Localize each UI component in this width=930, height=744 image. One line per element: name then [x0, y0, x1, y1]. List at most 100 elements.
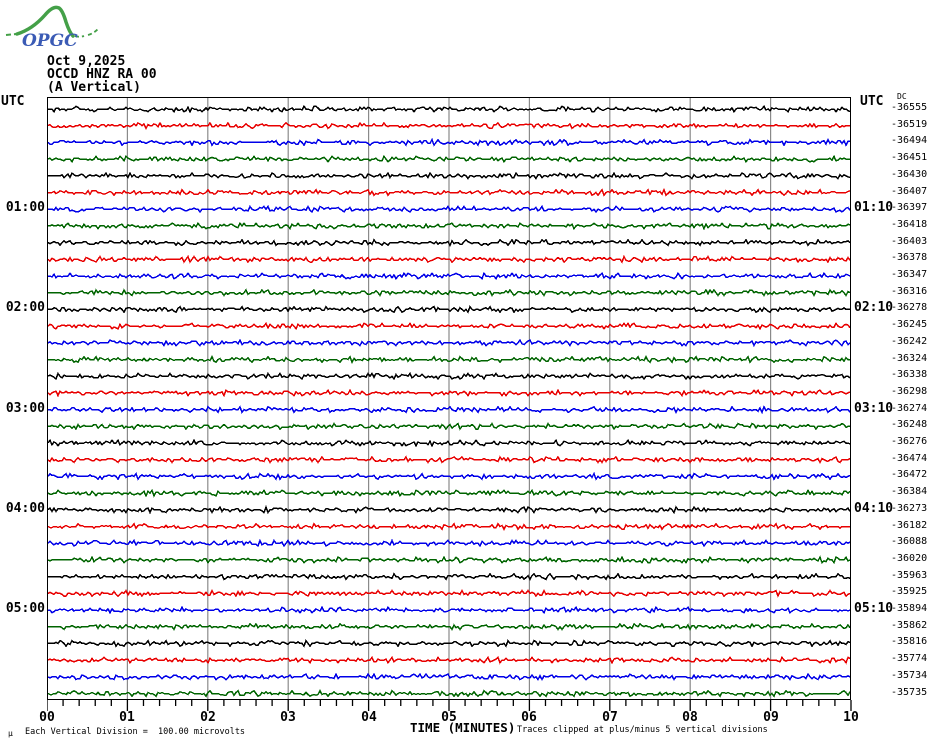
dc-value: -35963	[891, 570, 928, 581]
header-station: OCCD HNZ RA 00	[47, 67, 157, 82]
seismo-trace-row-23	[48, 488, 850, 498]
dc-value: -36182	[891, 520, 928, 531]
dc-value: -35735	[891, 687, 928, 698]
dc-value: -36276	[891, 436, 928, 447]
x-axis-ticks	[47, 700, 852, 711]
dc-value: -36451	[891, 152, 928, 163]
dc-value: -36407	[891, 186, 928, 197]
seismo-trace-row-24	[48, 504, 850, 515]
dc-value: -36273	[891, 503, 928, 514]
dc-value: -36278	[891, 302, 928, 313]
utc-label-left: UTC	[1, 94, 25, 109]
x-tick-label: 04	[361, 710, 377, 725]
dc-value: -36494	[891, 135, 928, 146]
seismo-trace-row-26	[48, 538, 850, 548]
clip-note: Traces clipped at plus/minus 5 vertical …	[517, 725, 768, 735]
seismo-trace-row-30	[48, 605, 850, 615]
seismo-trace-row-35	[48, 689, 850, 698]
dc-value: -36474	[891, 453, 928, 464]
seismogram-plot	[47, 97, 851, 700]
right-hour-label: 05:10	[854, 601, 894, 616]
dc-value: -36242	[891, 336, 928, 347]
dc-value: -36403	[891, 236, 928, 247]
seismo-trace-row-8	[48, 238, 850, 247]
dc-value: -36418	[891, 219, 928, 230]
dc-value: -36472	[891, 469, 928, 480]
dc-value: -35925	[891, 586, 928, 597]
dc-value: -36245	[891, 319, 928, 330]
seismo-trace-row-20	[48, 438, 850, 448]
dc-value: -36519	[891, 119, 928, 130]
seismo-trace-row-27	[48, 555, 850, 565]
dc-value: -36384	[891, 486, 928, 497]
dc-value: -36430	[891, 169, 928, 180]
dc-value: -36324	[891, 353, 928, 364]
seismo-trace-row-12	[48, 305, 850, 314]
seismo-trace-row-14	[48, 338, 850, 348]
seismo-trace-row-34	[48, 672, 850, 682]
seismo-trace-row-0	[48, 104, 850, 114]
dc-column-header: DC	[897, 92, 907, 101]
left-hour-label: 01:00	[5, 200, 45, 215]
dc-value: -35734	[891, 670, 928, 681]
seismo-trace-row-3	[48, 154, 850, 164]
left-hour-label: 04:00	[5, 501, 45, 516]
dc-value: -36338	[891, 369, 928, 380]
dc-value: -36397	[891, 202, 928, 213]
logo-text: OPGC	[22, 31, 78, 51]
seismo-trace-row-6	[48, 204, 850, 214]
seismo-trace-row-21	[48, 455, 850, 464]
x-tick-label: 06	[521, 710, 537, 725]
dc-value: -36555	[891, 102, 928, 113]
dc-value: -35894	[891, 603, 928, 614]
dc-value: -36378	[891, 252, 928, 263]
micro-mark: μ	[8, 729, 13, 738]
opgc-logo: OPGC	[5, 5, 99, 51]
seismo-trace-row-17	[48, 388, 850, 398]
logo-mountain-curve	[15, 5, 75, 38]
seismo-trace-row-13	[48, 321, 850, 331]
seismo-trace-row-10	[48, 271, 850, 281]
seismo-trace-row-5	[48, 187, 850, 197]
left-hour-label: 05:00	[5, 601, 45, 616]
dc-value: -35774	[891, 653, 928, 664]
scale-note: Each Vertical Division = 100.00 microvol…	[25, 727, 246, 737]
dc-value: -36088	[891, 536, 928, 547]
seismo-trace-row-11	[48, 288, 850, 298]
x-tick-label: 07	[602, 710, 618, 725]
seismo-trace-row-33	[48, 655, 850, 665]
x-tick-label: 02	[200, 710, 216, 725]
right-hour-label: 03:10	[854, 401, 894, 416]
seismo-trace-row-22	[48, 471, 850, 481]
seismo-trace-row-7	[48, 221, 850, 231]
x-tick-label: 10	[843, 710, 859, 725]
dc-value: -35862	[891, 620, 928, 631]
dc-value: -36248	[891, 419, 928, 430]
trace-area	[48, 98, 850, 699]
x-tick-label: 09	[763, 710, 779, 725]
x-tick-label: 03	[280, 710, 296, 725]
seismo-trace-row-32	[48, 639, 850, 648]
dc-value: -36316	[891, 286, 928, 297]
seismo-trace-row-28	[48, 572, 850, 581]
right-hour-label: 04:10	[854, 501, 894, 516]
seismo-trace-row-31	[48, 622, 850, 632]
seismo-trace-row-18	[48, 405, 850, 415]
seismo-trace-row-15	[48, 355, 850, 365]
right-hour-label: 02:10	[854, 300, 894, 315]
seismo-trace-row-4	[48, 171, 850, 180]
x-tick-label: 00	[39, 710, 55, 725]
seismo-trace-row-25	[48, 522, 850, 531]
dc-value: -36274	[891, 403, 928, 414]
seismo-trace-row-29	[48, 588, 850, 598]
logo-mountain-dash-right	[74, 28, 99, 38]
dc-value: -36347	[891, 269, 928, 280]
header-date: Oct 9,2025	[47, 54, 126, 69]
seismo-trace-row-9	[48, 254, 850, 264]
x-tick-label: 08	[682, 710, 698, 725]
logo-mountain-dash-left	[5, 33, 17, 36]
right-hour-label: 01:10	[854, 200, 894, 215]
left-hour-label: 03:00	[5, 401, 45, 416]
seismo-trace-row-1	[48, 121, 850, 131]
utc-label-right: UTC	[860, 94, 884, 109]
